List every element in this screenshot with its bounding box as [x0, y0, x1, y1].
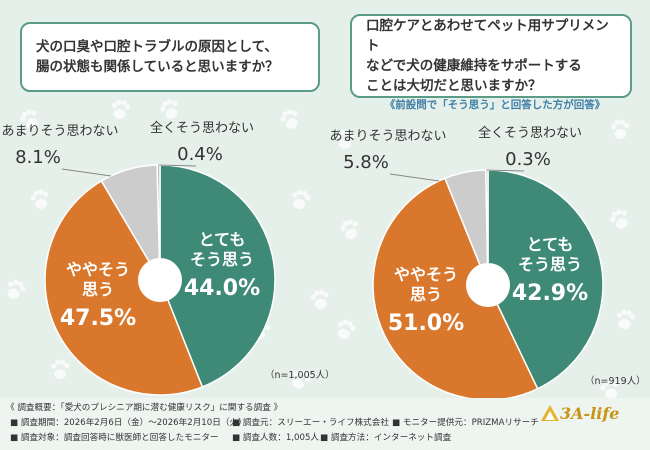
sample-size-label: （n=1,005人） [265, 369, 335, 381]
pie-center-hole [138, 258, 182, 302]
label-not-at-all: 全くそう思わない [478, 125, 582, 141]
label-some-line-1: ややそう [66, 260, 130, 279]
value-very: 42.9% [512, 281, 588, 306]
paw-print-icon [111, 99, 131, 119]
paw-print-icon [336, 129, 355, 149]
leader-line-not-much [389, 173, 440, 182]
footer-source: ■ 調査元：スリーエー・ライフ株式会社 [232, 418, 389, 428]
label-not-at-all: 全くそう思わない [150, 120, 254, 136]
footer-period: ■ 調査期間：2026年2月6日（金）～2026年2月10日（火） [10, 418, 247, 428]
question-2-box: 口腔ケアとあわせてペット用サプリメント などで犬の健康維持をサポートする ことは… [350, 14, 632, 98]
pie-slice-1 [159, 164, 276, 388]
paw-print-icon [340, 219, 358, 239]
footer-method: ■ 調査方法：インターネット調査 [320, 433, 452, 443]
question-2-note: 《前設問で「そう思う」と回答した方が回答》 [384, 99, 606, 111]
paw-print-icon [611, 119, 630, 139]
label-some-line-1: ややそう [394, 265, 458, 284]
footer-target: ■ 調査対象：調査回答時に獣医師と回答したモニター [10, 433, 219, 443]
paw-print-icon [160, 99, 178, 119]
value-very: 44.0% [184, 276, 260, 301]
footer-count: ■ 調査人数：1,005人 [232, 433, 320, 443]
label-some-line-2: 思う [410, 285, 442, 304]
survey-footer: 《 調査概要：「愛犬のプレシニア期に潜む健康リスク」に関する調査 》 ■ 調査期… [0, 398, 650, 450]
paw-print-icon [30, 189, 49, 209]
paw-print-icon [337, 319, 356, 339]
footer-provider: ■ モニター提供元：PRIZMAリサーチ [392, 418, 539, 428]
label-very-line-1: とても [199, 230, 246, 249]
paw-print-icon [617, 309, 636, 329]
label-not-much: あまりそう思わない [1, 124, 118, 139]
paw-print-icon [280, 109, 298, 129]
paw-print-icon [20, 109, 38, 129]
paw-print-icon [600, 379, 619, 399]
value-some: 47.5% [60, 306, 136, 331]
leader-line-not-much [61, 168, 112, 177]
value-not-at-all: 0.3% [505, 149, 551, 170]
pie-center-hole [466, 263, 510, 307]
paw-print-icon [292, 189, 311, 209]
paw-print-icon [310, 289, 329, 309]
label-very-line-1: とても [527, 235, 574, 254]
value-not-much: 8.1% [15, 147, 61, 168]
question-1-line-1: 犬の口臭や口腔トラブルの原因として、 [36, 39, 278, 55]
question-1-line-2: 腸の状態も関係していると思いますか？ [36, 59, 279, 75]
brand-logo: 3A-life [560, 404, 620, 423]
logo-triangle-icon [541, 405, 559, 421]
sample-size-label: （n=919人） [585, 375, 646, 387]
question-1-box: 犬の口臭や口腔トラブルの原因として、 腸の状態も関係していると思いますか？ [20, 22, 320, 92]
label-some-line-2: 思う [82, 280, 114, 299]
footer-title: 《 調査概要：「愛犬のプレシニア期に潜む健康リスク」に関する調査 》 [6, 403, 283, 413]
value-not-at-all: 0.4% [177, 144, 223, 165]
paw-print-icon [7, 279, 26, 299]
leader-line-not-at-all [486, 169, 525, 172]
paw-print-icon [610, 209, 628, 229]
paw-print-icon [51, 359, 70, 379]
paw-print-icon [292, 369, 311, 389]
pie-slice-2 [44, 179, 204, 396]
label-very-line-2: そう思う [190, 250, 254, 269]
pie-slice-1 [487, 169, 604, 390]
value-not-much: 5.8% [343, 152, 389, 173]
question-2-line-3: ことは大切だと思いますか？ [366, 78, 542, 94]
label-very-line-2: そう思う [518, 255, 582, 274]
label-not-much: あまりそう思わない [329, 129, 446, 144]
question-2-line-1: 口腔ケアとあわせてペット用サプリメント [366, 18, 609, 54]
leader-line-not-at-all [158, 164, 197, 167]
value-some: 51.0% [388, 311, 464, 336]
question-2-line-2: などで犬の健康維持をサポートする [366, 58, 582, 74]
